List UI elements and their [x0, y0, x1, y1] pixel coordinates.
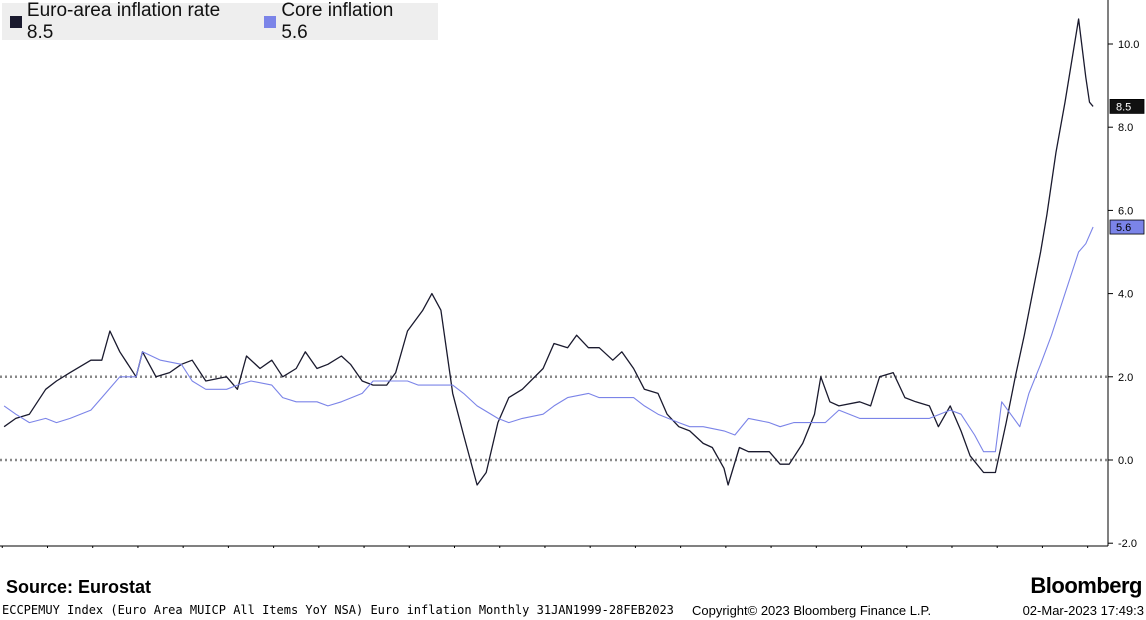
legend-swatch-headline	[10, 15, 22, 28]
legend-label-core: Core inflation 5.6	[281, 0, 394, 43]
source-label: Source: Eurostat	[6, 577, 152, 597]
series-line-core	[3, 226, 1094, 453]
legend-item-headline: Euro-area inflation rate 8.5	[10, 0, 250, 44]
y-tick-label: -2.0	[1118, 538, 1137, 548]
last-value-badge-headline	[1109, 99, 1145, 114]
y-tick-label: 0.0	[1118, 455, 1133, 467]
legend: Euro-area inflation rate 8.5 Core inflat…	[2, 0, 438, 43]
last-value-label-headline: 8.5	[1116, 101, 1131, 113]
last-value-badge-core	[1109, 219, 1145, 235]
y-tick-label: 8.0	[1118, 122, 1133, 134]
legend-swatch-core	[264, 15, 277, 28]
legend-item-core: Core inflation 5.6	[264, 0, 424, 44]
series-line-headline	[3, 18, 1094, 486]
last-value-label-core: 5.6	[1116, 222, 1131, 234]
y-tick-label: 6.0	[1118, 205, 1133, 217]
footer-timestamp: 02-Mar-2023 17:49:3	[1022, 603, 1144, 618]
y-tick-label: 2.0	[1118, 372, 1133, 384]
footer-ticker-description: ECCPEMUY Index (Euro Area MUICP All Item…	[2, 603, 674, 617]
footer-copyright: Copyright© 2023 Bloomberg Finance L.P.	[692, 603, 932, 618]
line-chart: 10.08.06.04.02.00.0-2.019992000200120022…	[0, 0, 1145, 572]
chart-area: 10.08.06.04.02.00.0-2.019992000200120022…	[0, 0, 1145, 572]
bloomberg-logo: Bloomberg	[1030, 573, 1142, 598]
y-tick-label: 10.0	[1118, 39, 1139, 51]
y-tick-label: 4.0	[1118, 289, 1133, 301]
legend-label-headline: Euro-area inflation rate 8.5	[26, 0, 221, 43]
